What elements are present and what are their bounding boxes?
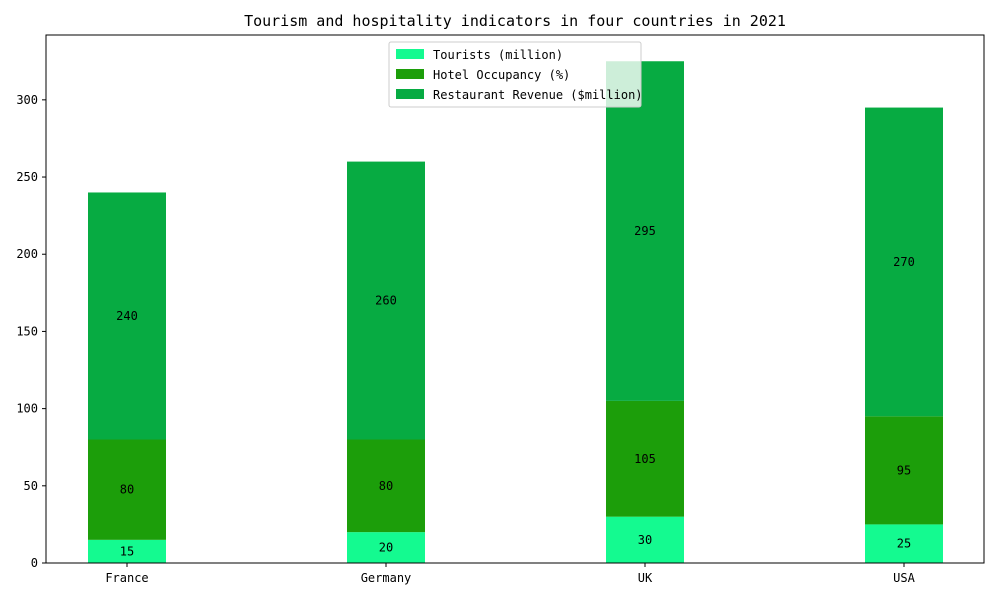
bar-usa-series-2 (865, 107, 943, 417)
data-label: 295 (634, 224, 656, 238)
y-tick-label: 0 (31, 556, 38, 570)
bar-usa-series-1 (865, 416, 943, 525)
data-label: 25 (897, 537, 911, 551)
bar-uk-series-2 (606, 61, 684, 401)
bar-germany-series-2 (347, 161, 425, 440)
bar-france-series-1 (88, 439, 166, 540)
data-label: 260 (375, 294, 397, 308)
x-tick-label: Germany (361, 571, 412, 585)
data-label: 270 (893, 255, 915, 269)
data-label: 15 (120, 544, 134, 558)
chart-title: Tourism and hospitality indicators in fo… (244, 12, 786, 30)
bar-uk-series-0 (606, 516, 684, 563)
y-tick-label: 250 (16, 170, 38, 184)
bar-france-series-2 (88, 192, 166, 440)
bar-germany-series-1 (347, 439, 425, 533)
bar-usa-series-0 (865, 524, 943, 563)
y-tick-label: 100 (16, 402, 38, 416)
legend-entry: Tourists (million) (433, 48, 563, 62)
y-tick-label: 150 (16, 324, 38, 338)
bar-germany-series-0 (347, 532, 425, 563)
bar-uk-series-1 (606, 400, 684, 517)
data-label: 105 (634, 452, 656, 466)
data-label: 95 (897, 463, 911, 477)
y-tick-label: 300 (16, 93, 38, 107)
data-label: 20 (379, 541, 393, 555)
x-tick-label: USA (893, 571, 915, 585)
y-tick-label: 50 (24, 479, 38, 493)
y-tick-label: 200 (16, 247, 38, 261)
x-tick-label: UK (638, 571, 653, 585)
legend-swatch (396, 69, 424, 79)
legend-entry: Restaurant Revenue ($million) (433, 88, 643, 102)
legend-swatch (396, 49, 424, 59)
legend: Tourists (million) Hotel Occupancy (%) Res… (388, 41, 643, 108)
legend-frame (388, 41, 642, 108)
data-label: 80 (379, 479, 393, 493)
bar-france-series-0 (88, 539, 166, 563)
x-tick-label: France (105, 571, 148, 585)
data-label: 80 (120, 483, 134, 497)
bars-layer (88, 61, 943, 563)
data-label: 30 (638, 533, 652, 547)
legend-entry: Hotel Occupancy (%) (433, 68, 570, 82)
plot-frame (45, 34, 985, 564)
axes-layer: 0 50 100 150 200 250 300 France Germany UK USA (16, 93, 915, 585)
data-label: 240 (116, 309, 138, 323)
data-labels-layer: 15 80 240 20 80 260 30 105 295 25 95 270 (116, 224, 915, 558)
legend-swatch (396, 89, 424, 99)
